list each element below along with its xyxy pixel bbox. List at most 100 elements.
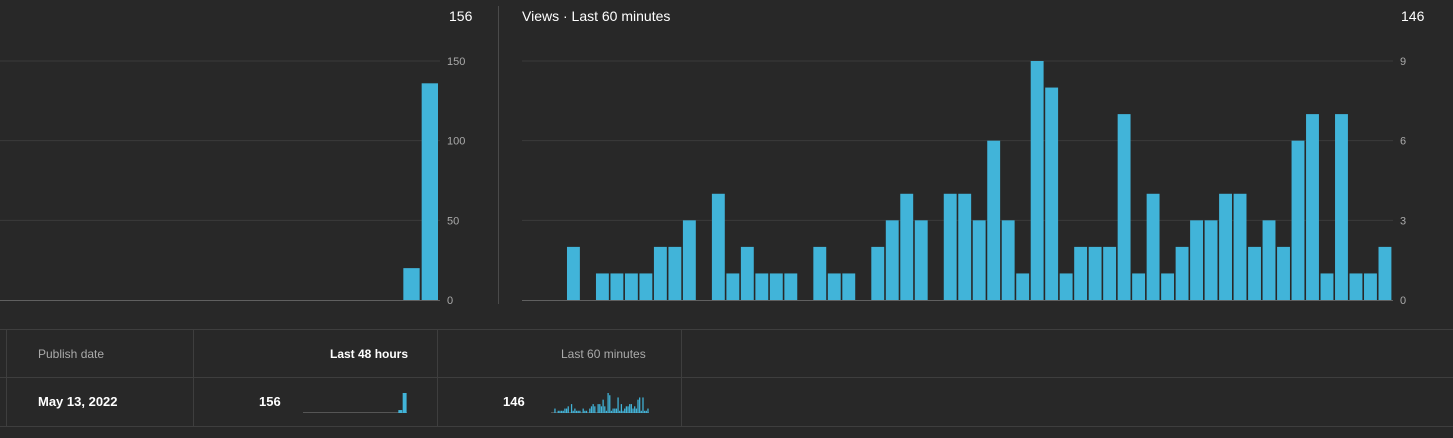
bar — [1364, 273, 1377, 300]
table-col-divider — [193, 329, 194, 426]
chart-total-last-48-hours: 156 — [449, 8, 473, 24]
sparkline-bar — [554, 408, 556, 413]
sparkline-bar — [635, 408, 637, 413]
sparkline-bar — [614, 408, 616, 413]
sparkline-bar — [609, 395, 611, 413]
sparkline-bar — [590, 406, 593, 413]
bar — [1074, 246, 1088, 300]
sparkline-bar — [625, 406, 628, 413]
bar — [1248, 246, 1261, 300]
sparkline-bar — [640, 410, 642, 413]
sparkline-bar — [607, 393, 609, 413]
sparkline-bar — [565, 408, 568, 413]
sparkline-bar — [564, 408, 566, 413]
sparkline-bar — [577, 410, 579, 413]
column-header-last-60-minutes[interactable]: Last 60 minutes — [561, 347, 646, 361]
sparkline-bar — [632, 408, 634, 413]
sparkline-bar — [597, 404, 599, 413]
sparkline-bar — [647, 408, 649, 413]
bar — [885, 220, 899, 300]
bar — [987, 140, 1001, 300]
realtime-table: Publish date Last 48 hours Last 60 minut… — [0, 329, 1453, 438]
sparkline-bar — [645, 410, 647, 413]
bar — [711, 193, 725, 300]
bar — [682, 220, 696, 300]
bar — [668, 246, 682, 300]
table-col-divider — [6, 329, 7, 426]
sparkline-bar — [579, 410, 581, 413]
sparkline-bar — [615, 408, 618, 413]
bar — [1262, 220, 1276, 300]
sparkline-bar — [629, 404, 631, 413]
y-tick-label: 100 — [447, 136, 465, 148]
y-tick-label: 3 — [1400, 215, 1406, 227]
bar — [610, 273, 624, 300]
bar — [653, 246, 667, 300]
y-tick-label: 50 — [447, 215, 459, 227]
y-tick-label: 0 — [447, 295, 453, 307]
bar — [972, 220, 986, 300]
bar — [871, 246, 885, 300]
table-header-divider — [0, 377, 1453, 378]
bar — [595, 273, 609, 300]
sparkline-bar — [617, 397, 619, 413]
table-col-divider — [437, 329, 438, 426]
sparkline-bar — [567, 406, 569, 413]
bar — [900, 193, 914, 300]
sparkline-bar — [634, 406, 636, 413]
bar — [1059, 273, 1073, 300]
row-last-48-hours-value: 156 — [259, 394, 281, 409]
bar — [1045, 87, 1059, 300]
sparkline-bar — [630, 404, 632, 413]
bar-chart-last-60-minutes[interactable]: 0 3 6 9 — [509, 0, 1453, 320]
bar — [1378, 246, 1392, 300]
row-last-60-minutes-value: 146 — [503, 394, 525, 409]
bar — [914, 220, 928, 300]
bar — [1335, 114, 1348, 300]
sparkline-bar — [600, 406, 603, 413]
table-border-top — [0, 329, 1453, 330]
sparkline-bar — [594, 406, 596, 413]
bar — [842, 273, 856, 300]
sparkline-bar — [622, 410, 624, 413]
y-tick-label: 0 — [1400, 295, 1406, 307]
bar — [726, 273, 740, 300]
sparkline-bar — [560, 410, 563, 413]
bar — [813, 246, 827, 300]
bar — [1219, 193, 1232, 300]
sparkline-bar — [402, 393, 407, 413]
sparkline-bar — [642, 397, 644, 413]
column-header-last-48-hours[interactable]: Last 48 hours — [330, 347, 409, 361]
table-border-bottom — [0, 426, 1453, 427]
y-tick-label: 150 — [447, 56, 465, 68]
bar — [1161, 273, 1175, 300]
bar — [624, 273, 638, 300]
sparkline-bar — [592, 404, 594, 413]
sparkline-bar — [398, 410, 403, 413]
bar — [566, 246, 580, 300]
bar — [784, 273, 798, 300]
bar — [769, 273, 783, 300]
sparkline-bar — [572, 410, 574, 413]
chart-panel-last-48-hours: 156 0 50 100 150 — [0, 0, 488, 320]
bar — [1103, 246, 1117, 300]
sparkline-last-60-minutes — [551, 393, 649, 413]
bar — [1306, 114, 1319, 300]
y-tick-label: 9 — [1400, 56, 1406, 68]
sparkline-bar — [570, 404, 573, 413]
chart-total-last-60-minutes: 146 — [1401, 8, 1425, 24]
sparkline-bar — [584, 410, 586, 413]
bar — [740, 246, 754, 300]
bar — [1132, 273, 1146, 300]
chart-panel-last-60-minutes: Views · Last 60 minutes 146 0 3 6 9 — [509, 0, 1453, 320]
sparkline-bar — [637, 399, 639, 413]
bar — [1175, 246, 1189, 300]
bar — [958, 193, 972, 300]
column-header-publish-date[interactable]: Publish date — [38, 347, 105, 361]
bar — [403, 268, 420, 300]
sparkline-bar — [624, 408, 626, 413]
row-publish-date: May 13, 2022 — [38, 394, 118, 409]
bar — [1146, 193, 1160, 300]
sparkline-bar — [612, 408, 614, 413]
bar-chart-last-48-hours[interactable]: 0 50 100 150 — [0, 0, 488, 320]
